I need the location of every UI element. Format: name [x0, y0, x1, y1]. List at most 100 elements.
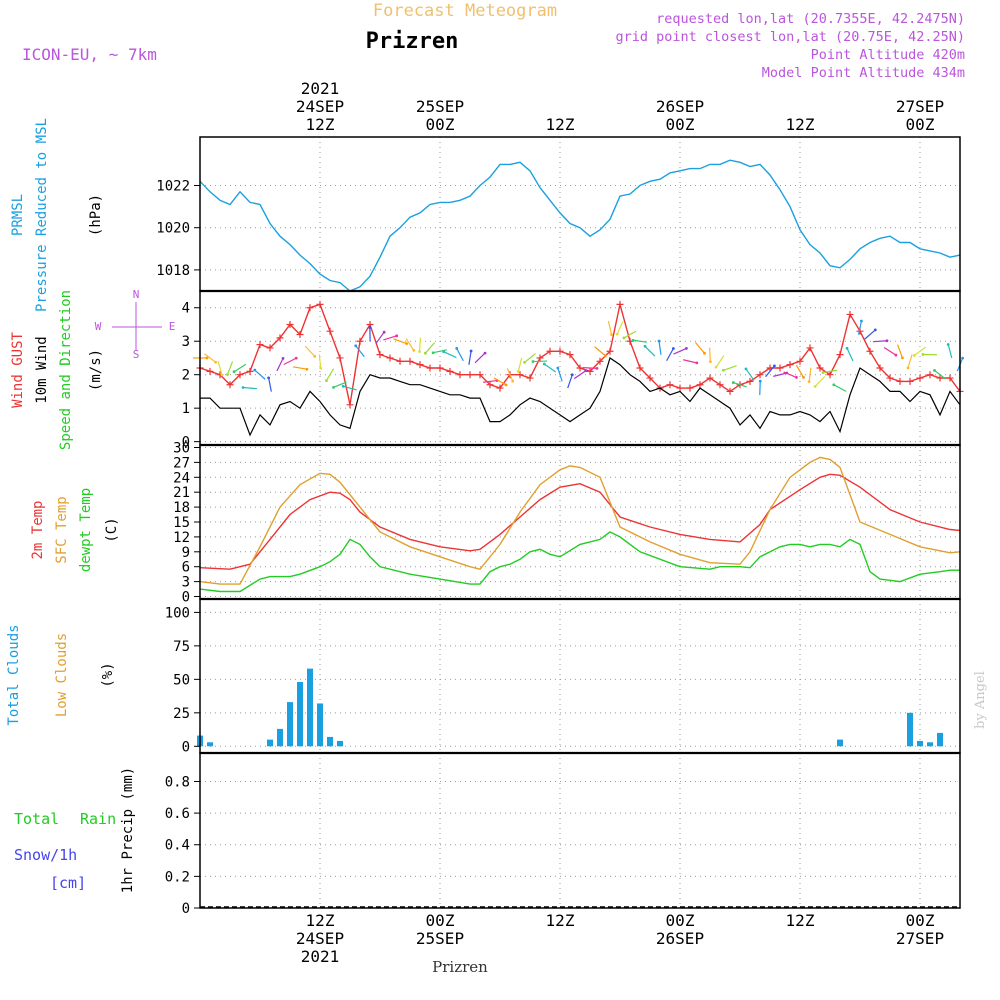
wind-arrow	[233, 363, 247, 373]
label-snow: Snow/1h	[14, 846, 77, 864]
ytick-label-wind: 1	[182, 401, 190, 417]
wind-arrow-head	[900, 356, 904, 360]
gust-marker	[936, 374, 944, 382]
gust-marker	[286, 320, 294, 328]
wind-arrow-head	[714, 365, 718, 369]
gust-marker	[256, 341, 264, 349]
wind-arrow	[883, 346, 897, 356]
wind-arrow-head	[610, 333, 613, 337]
wind-arrow-head	[912, 353, 916, 357]
time-label-bottom: 00Z	[426, 911, 455, 930]
gust-marker	[886, 374, 894, 382]
time-label-bottom: 12Z	[546, 911, 575, 930]
gust-marker	[776, 364, 784, 372]
wind-arrow	[393, 338, 407, 345]
gust-marker	[646, 374, 654, 382]
gust-marker	[726, 387, 734, 395]
gust-marker	[586, 367, 594, 375]
ytick-label-precip: 0.8	[165, 774, 190, 790]
cloud-bar	[337, 740, 343, 747]
cloud-bar	[937, 732, 943, 747]
wind-arrow	[493, 377, 507, 386]
wind-arrow-head	[873, 328, 877, 332]
ytick-label-temp: 12	[173, 530, 190, 546]
gust-marker	[696, 381, 704, 389]
gust-marker	[296, 331, 304, 339]
wind-arrow-head	[708, 360, 712, 363]
gust-marker	[236, 371, 244, 379]
gust-marker	[836, 351, 844, 359]
wind-arrow	[683, 359, 697, 364]
wind-arrow	[733, 382, 747, 388]
gust-marker	[326, 327, 334, 335]
ytick-label-wind: 3	[182, 334, 190, 350]
label-prmsl: PRMSL	[10, 194, 26, 236]
panel-frame-precip	[199, 752, 961, 909]
wind-arrow-head	[511, 379, 515, 383]
gust-marker	[516, 371, 524, 379]
cloud-bar	[307, 668, 313, 747]
wind-arrow	[318, 354, 322, 369]
wind-arrow	[857, 320, 863, 335]
wind-arrow-head	[455, 347, 459, 350]
gust-marker	[896, 377, 904, 385]
wind-arrow	[254, 369, 266, 380]
wind-arrow-head	[523, 360, 526, 364]
time-label-bottom: 24SEP	[296, 929, 344, 948]
gust-marker	[706, 374, 714, 382]
ytick-label-temp: 15	[173, 515, 190, 531]
series-2m-temp	[199, 473, 961, 570]
label-cm: [cm]	[50, 874, 86, 892]
gust-marker	[266, 344, 274, 352]
grid-layer	[200, 137, 960, 909]
gust-marker	[596, 357, 604, 365]
wind-arrow	[795, 364, 805, 378]
gust-marker	[376, 351, 384, 359]
wind-arrow	[424, 342, 436, 354]
gust-marker	[206, 367, 214, 375]
credit-watermark: by Angel	[973, 671, 988, 729]
gust-marker	[676, 384, 684, 392]
gust-marker	[796, 357, 804, 365]
series-dewpt-temp	[199, 531, 960, 593]
wind-arrow	[418, 337, 422, 352]
label-1hr-precip: 1hr Precip (mm)	[120, 767, 136, 893]
wind-arrow	[783, 371, 797, 378]
ytick-label-precip: 0.4	[165, 838, 190, 854]
time-label-bottom: 26SEP	[656, 929, 704, 948]
label-total-clouds: Total Clouds	[6, 624, 22, 725]
gust-marker	[456, 371, 464, 379]
wind-arrow-head	[324, 379, 328, 383]
wind-arrow-head	[721, 368, 725, 372]
gust-marker	[426, 364, 434, 372]
wind-arrow-head	[821, 371, 825, 374]
gust-marker	[616, 300, 624, 308]
ytick-label-temp: 18	[173, 500, 190, 516]
cloud-bar	[207, 742, 213, 747]
ytick-label-clouds: 50	[173, 672, 190, 688]
wind-arrow-head	[657, 339, 661, 343]
gust-marker	[916, 374, 924, 382]
wind-arrow	[474, 352, 486, 364]
wind-arrow-head	[395, 334, 399, 338]
wind-arrow	[773, 372, 787, 377]
wind-arrow-head	[885, 339, 889, 343]
gust-marker	[946, 374, 954, 382]
wind-arrow-head	[504, 383, 508, 387]
wind-arrow	[822, 369, 838, 374]
time-label-top: 00Z	[666, 115, 695, 134]
wind-arrow	[325, 368, 335, 382]
series-10m-wind	[200, 357, 961, 437]
ytick-label-temp: 30	[173, 440, 190, 456]
wind-arrow	[242, 386, 258, 390]
wind-arrow-head	[442, 350, 446, 354]
gust-marker	[826, 371, 834, 379]
wind-arrow-head	[281, 356, 285, 360]
compass-w: W	[95, 320, 102, 333]
footer-station: Prizren	[432, 958, 488, 976]
wind-arrow	[333, 381, 347, 388]
wind-arrow-head	[615, 332, 619, 336]
cloud-bar	[917, 740, 923, 747]
wind-arrow	[355, 345, 365, 358]
